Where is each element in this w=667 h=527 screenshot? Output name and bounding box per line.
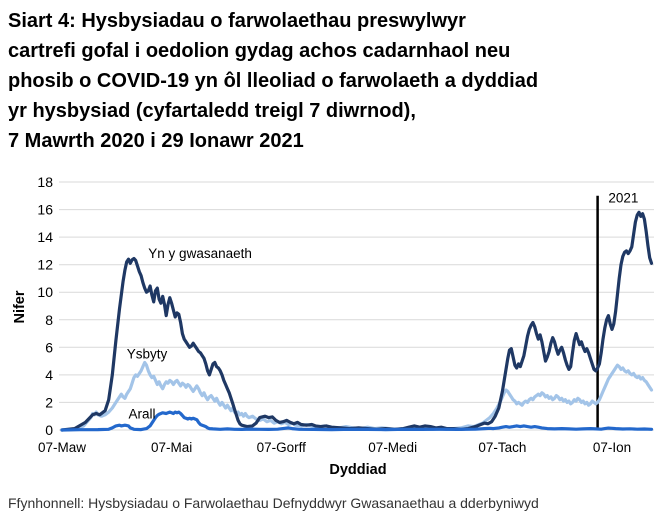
y-tick-label-14: 14 [37,229,53,245]
x-tick-label-07-Medi: 07-Medi [368,440,417,455]
y-tick-label-12: 12 [37,257,53,273]
y-tick-label-10: 10 [37,284,53,300]
chart-title-line-4: yr hysbysiad (cyfartaledd treigl 7 diwrn… [8,100,416,122]
y-tick-label-6: 6 [45,339,53,355]
annotation-ysbyty: Ysbyty [127,346,168,361]
y-axis-title: Nifer [12,290,28,323]
x-axis-title: Dyddiad [329,462,386,478]
covid-deaths-line-chart: 0 2 4 6 8 10 12 14 16 18 07-Maw 07-Mai 07-Gorff 07-Me… [0,170,667,482]
x-tick-label-07-Tach: 07-Tach [478,440,526,455]
y-tick-label-4: 4 [45,367,53,383]
y-tick-label-0: 0 [45,422,53,438]
source-note: Ffynhonnell: Hysbysiadau o Farwolaethau … [8,495,539,511]
series-line-arall [60,410,654,432]
annotation-arall: Arall [129,406,156,421]
chart-title-line-1: Siart 4: Hysbysiadau o farwolaethau pres… [8,10,466,32]
chart-title-line-5: 7 Mawrth 2020 i 29 Ionawr 2021 [8,130,304,152]
chart-title-line-2: cartrefi gofal i oedolion gydag achos ca… [8,40,511,62]
y-tick-label-8: 8 [45,312,53,328]
annotation-yn-y-gwasanaeth: Yn y gwasanaeth [148,246,252,261]
y-tick-label-2: 2 [45,394,53,410]
annotation-2021: 2021 [608,191,638,206]
x-tick-label-07-Mai: 07-Mai [151,440,192,455]
chart-title: Siart 4: Hysbysiadau o farwolaethau pres… [8,6,663,156]
x-tick-label-07-Maw: 07-Maw [38,440,86,455]
chart-title-line-3: phosib o COVID-19 yn ôl lleoliad o farwo… [8,70,539,92]
x-tick-label-07-Ion: 07-Ion [593,440,631,455]
x-tick-label-07-Gorff: 07-Gorff [257,440,307,455]
line-chart-canvas: 0 2 4 6 8 10 12 14 16 18 07-Maw 07-Mai 07-Gorff 07-Me… [12,174,654,478]
y-tick-label-18: 18 [37,174,53,190]
y-tick-label-16: 16 [37,202,53,218]
